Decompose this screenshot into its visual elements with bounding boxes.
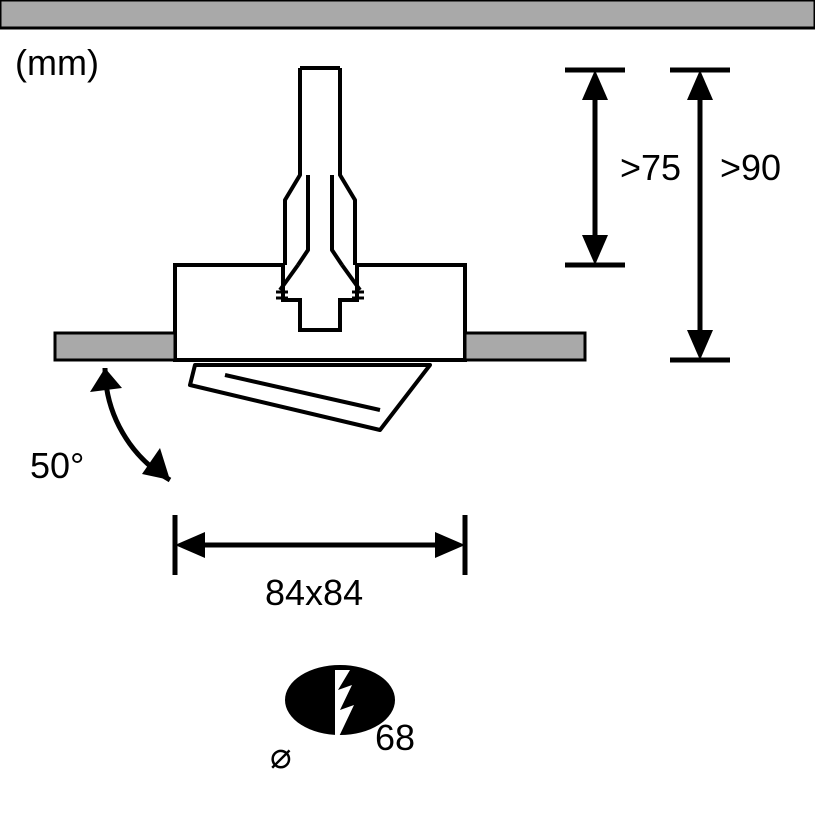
arc-arrow-top [90,368,122,392]
ceiling-bar [0,0,815,28]
dim-clearance-outer [670,70,730,360]
dim-footprint-label: 84x84 [265,572,363,613]
mount-plate-right [465,333,585,360]
mount-plate-left [55,333,175,360]
dim-footprint [175,515,465,575]
tilt-flap [190,365,430,430]
housing [175,265,465,360]
dim-outer-label: >90 [720,147,781,188]
cutout-diameter-value: 68 [375,717,415,758]
unit-label: (mm) [15,42,99,83]
dim-inner-arrow-top [582,70,608,100]
dim-outer-arrow-bot [687,330,713,360]
dim-outer-arrow-top [687,70,713,100]
dim-width-arrow-right [435,532,465,558]
dim-inner-label: >75 [620,147,681,188]
dim-width-arrow-left [175,532,205,558]
tilt-angle-label: 50° [30,445,84,486]
spring-clip [276,68,364,298]
diagram-svg: (mm) 50° >75 [0,0,815,819]
dim-inner-arrow-bot [582,235,608,265]
dimension-diagram: (mm) 50° >75 [0,0,815,819]
cutout-diameter-symbol: ⌀ [270,735,292,776]
